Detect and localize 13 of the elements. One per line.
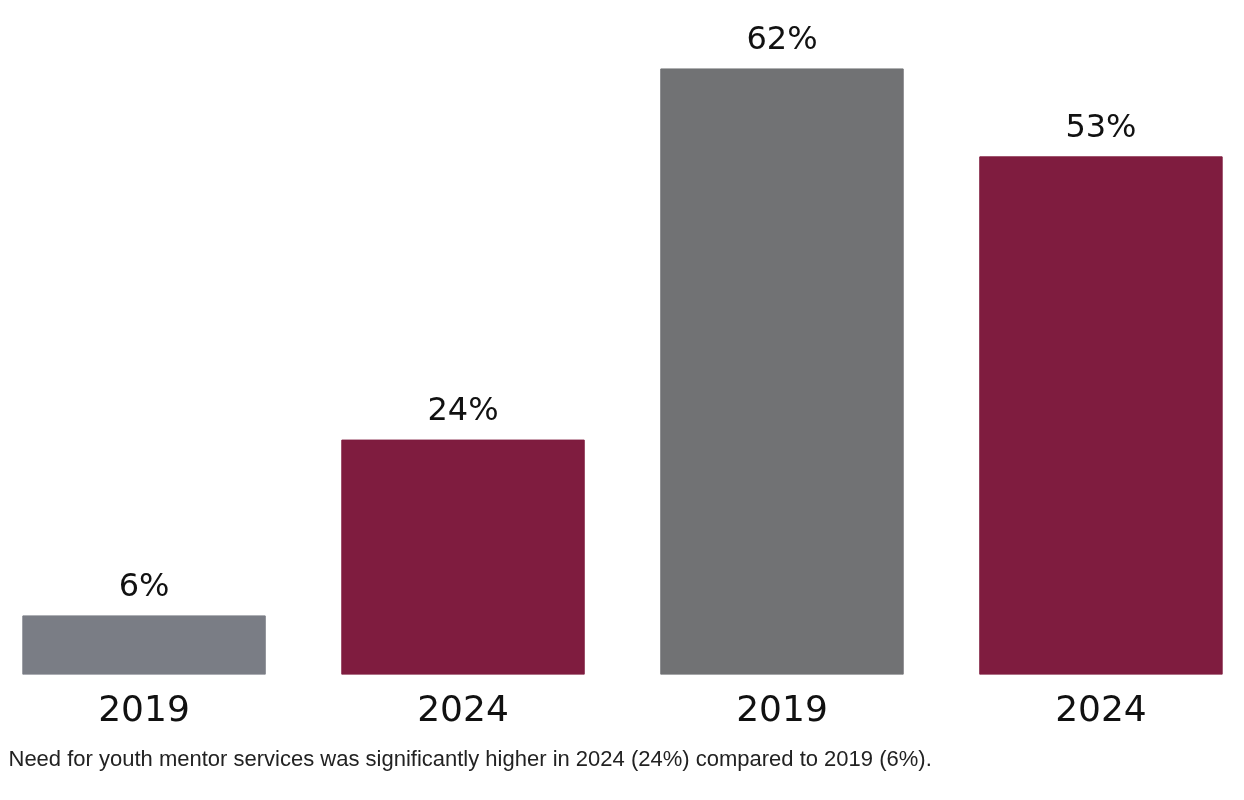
data-label: 62% <box>746 18 818 57</box>
bar <box>22 615 266 675</box>
x-tick-label: 2024 <box>1055 687 1147 729</box>
x-tick-label: 2019 <box>736 687 828 729</box>
x-tick-label: 2019 <box>98 687 190 729</box>
data-label: 6% <box>118 565 170 604</box>
x-tick-label: 2024 <box>417 687 509 729</box>
bar <box>341 439 585 675</box>
data-label: 24% <box>427 390 499 429</box>
text: Need for youth mentor services was significantly higher in 2024 (24%) compared to 2019 (6%). <box>8 745 932 771</box>
bar <box>979 156 1223 675</box>
bar <box>660 68 904 675</box>
data-label: 53% <box>1065 106 1137 145</box>
